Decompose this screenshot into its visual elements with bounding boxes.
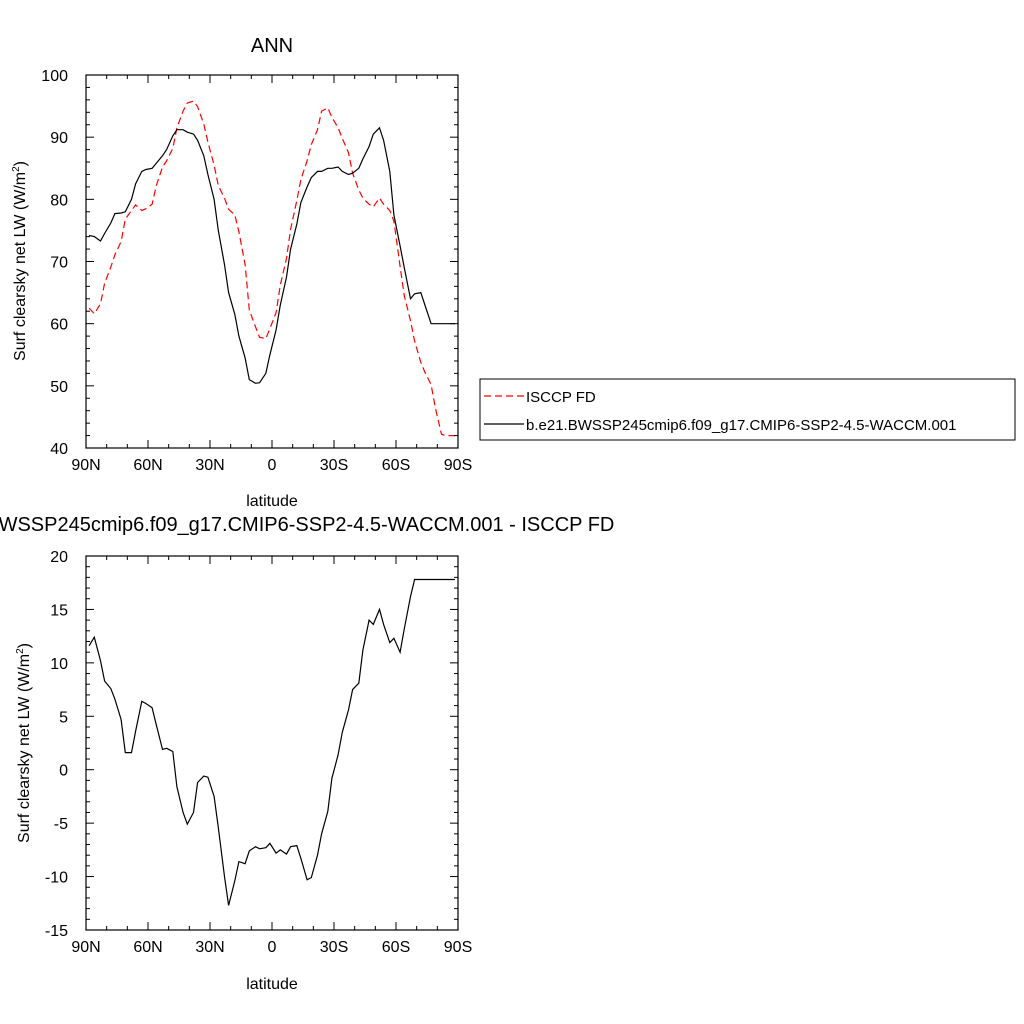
bottom-series-line-0 (88, 578, 455, 906)
top-x-axis-label: latitude (246, 493, 298, 510)
top-panel: ANN 90N 60N 30N 0 30S 60S 90S 40 50 60 70 80 90 100 l… (11, 35, 1016, 510)
legend-box (479, 378, 1016, 441)
bottom-y-tick-label: -15 (45, 923, 68, 940)
top-y-tick-label: 70 (50, 255, 68, 272)
bottom-x-axis-label: latitude (246, 976, 298, 993)
top-plot-frame (85, 74, 459, 449)
bottom-x-tick-label: 30N (195, 939, 224, 956)
bottom-y-tick-label: 0 (59, 763, 68, 780)
bottom-plot-frame (85, 555, 459, 931)
bottom-y-tick-label: 15 (50, 602, 68, 619)
top-series-line-0 (88, 100, 455, 437)
legend-label-isccp: ISCCP FD (526, 389, 596, 406)
bottom-y-tick-label: 10 (50, 656, 68, 673)
bottom-x-tick-label: 60N (133, 939, 162, 956)
bottom-x-tick-label: 90S (444, 939, 472, 956)
top-x-tick-label: 30N (195, 457, 224, 474)
bottom-y-axis-label-end: ) (16, 643, 33, 648)
top-y-tick-label: 80 (50, 192, 68, 209)
top-y-tick-label: 100 (41, 68, 68, 85)
bottom-y-axis-label-main: Surf clearsky net LW (W/m (16, 654, 33, 843)
bottom-tick-layer: 90N 60N 30N 0 30S 60S 90S -15 -10 -5 0 5 10 15 20 (45, 549, 472, 956)
bottom-series-layer (88, 578, 455, 906)
bottom-x-tick-label: 0 (268, 939, 277, 956)
legend-label-model: b.e21.BWSSP245cmip6.f09_g17.CMIP6-SSP2-4… (526, 417, 956, 434)
top-x-tick-label: 60N (133, 457, 162, 474)
bottom-y-axis-label-sup: 2 (15, 648, 26, 654)
bottom-x-tick-label: 90N (71, 939, 100, 956)
legend: ISCCP FD b.e21.BWSSP245cmip6.f09_g17.CMI… (479, 378, 1016, 441)
bottom-y-tick-label: -10 (45, 870, 68, 887)
top-series-layer (88, 100, 455, 437)
bottom-y-tick-label: 5 (59, 709, 68, 726)
bottom-y-axis-label: Surf clearsky net LW (W/m2) (15, 643, 33, 843)
top-y-tick-label: 90 (50, 130, 68, 147)
top-y-axis-label: Surf clearsky net LW (W/m2) (11, 161, 29, 361)
top-x-tick-label: 0 (268, 457, 277, 474)
bottom-title: b.e21.BWSSP245cmip6.f09_g17.CMIP6-SSP2-4… (0, 514, 614, 536)
bottom-panel: b.e21.BWSSP245cmip6.f09_g17.CMIP6-SSP2-4… (0, 514, 614, 993)
top-y-tick-label: 50 (50, 379, 68, 396)
bottom-y-tick-label: -5 (54, 816, 68, 833)
top-x-tick-label: 90S (444, 457, 472, 474)
top-series-line-1 (88, 126, 455, 384)
top-tick-layer: 90N 60N 30N 0 30S 60S 90S 40 50 60 70 80 90 100 (41, 68, 472, 474)
top-y-axis-label-sup: 2 (11, 166, 22, 172)
top-x-tick-label: 30S (320, 457, 348, 474)
top-x-tick-label: 60S (382, 457, 410, 474)
top-y-tick-label: 60 (50, 317, 68, 334)
bottom-x-tick-label: 30S (320, 939, 348, 956)
bottom-x-tick-label: 60S (382, 939, 410, 956)
top-y-axis-label-end: ) (12, 161, 29, 166)
bottom-y-tick-label: 20 (50, 549, 68, 566)
top-y-axis-label-main: Surf clearsky net LW (W/m (12, 172, 29, 361)
top-y-tick-label: 40 (50, 441, 68, 458)
top-title: ANN (251, 35, 293, 57)
top-x-tick-label: 90N (71, 457, 100, 474)
